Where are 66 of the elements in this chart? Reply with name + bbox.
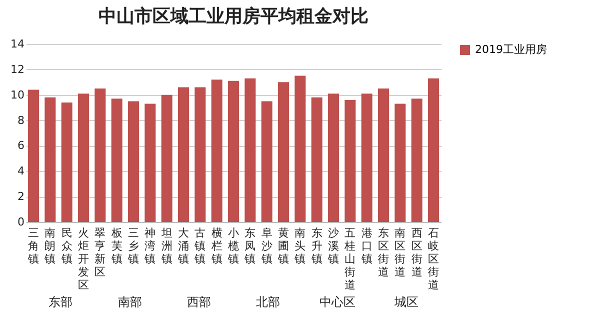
text: 西部 [186, 295, 211, 309]
bar [94, 88, 106, 222]
y-tick-label: 4 [18, 164, 24, 178]
bar [328, 94, 339, 222]
text: 南部 [118, 295, 142, 309]
bar [28, 90, 39, 222]
bar [344, 100, 356, 222]
x-tick-label: 三乡镇 [127, 226, 139, 266]
bar [78, 94, 89, 222]
x-tick-label: 东区街道 [378, 226, 389, 278]
x-tick-label: 西区街道 [411, 226, 422, 278]
x-tick-label: 神湾镇 [144, 226, 156, 266]
bar [278, 82, 289, 222]
x-tick-label: 古镇镇 [194, 226, 206, 266]
bar [261, 101, 272, 222]
bar [428, 78, 439, 222]
y-tick-label: 2 [18, 190, 24, 204]
x-tick-label: 南头镇 [294, 226, 306, 266]
x-tick-label: 三角镇 [27, 226, 39, 266]
x-tick-label: 坦洲镇 [160, 226, 172, 266]
x-tick-label: 沙溪镇 [327, 226, 339, 266]
bar [194, 87, 206, 222]
x-tick-label: 石岐区街道 [428, 226, 439, 292]
x-tick-label: 大涌镇 [177, 226, 189, 266]
x-tick-label: 黄圃镇 [277, 226, 289, 266]
text: 北部 [256, 295, 280, 309]
x-tick-label: 南区街道 [394, 226, 406, 278]
x-tick-label: 五桂山街道 [344, 226, 356, 292]
x-tick-label: 板芙镇 [110, 226, 122, 266]
legend-label: 2019工业用房 [475, 43, 547, 56]
text: 城区 [393, 295, 418, 309]
x-tick-label: 火炬开发区 [78, 226, 89, 292]
x-tick-label: 横栏镇 [210, 226, 222, 266]
chart-title: 中山市区域工业用房平均租金对比 [98, 6, 368, 27]
bar [294, 76, 306, 222]
y-tick-label: 12 [10, 62, 24, 76]
x-tick-label: 南朗镇 [44, 226, 56, 266]
text: 中心区 [319, 295, 356, 309]
bar [111, 98, 122, 222]
bar [244, 78, 256, 222]
y-tick-label: 8 [18, 114, 24, 127]
x-tick-label: 小榄镇 [227, 226, 239, 266]
x-tick-label: 阜沙镇 [260, 226, 272, 266]
bar [378, 88, 389, 222]
bar [394, 104, 406, 222]
y-tick-label: 6 [18, 139, 24, 152]
text: 东部 [48, 295, 73, 309]
bar [61, 102, 72, 222]
bar [311, 97, 322, 222]
bar [178, 87, 189, 222]
bar [144, 104, 156, 222]
bar [211, 80, 222, 222]
y-tick-label: 14 [10, 38, 24, 50]
bar [161, 94, 172, 222]
bar [44, 97, 56, 222]
y-tick-label: 10 [10, 88, 24, 102]
bar [411, 98, 422, 222]
x-tick-label: 东升镇 [310, 226, 322, 266]
bar [361, 94, 372, 222]
y-tick-label: 0 [18, 216, 24, 228]
bar [128, 101, 139, 222]
x-tick-label: 东凤镇 [244, 226, 256, 266]
x-tick-label: 翠亨新区 [94, 226, 106, 278]
x-tick-label: 民众镇 [60, 226, 72, 266]
x-tick-label: 港口镇 [360, 226, 372, 266]
bar [228, 80, 239, 222]
